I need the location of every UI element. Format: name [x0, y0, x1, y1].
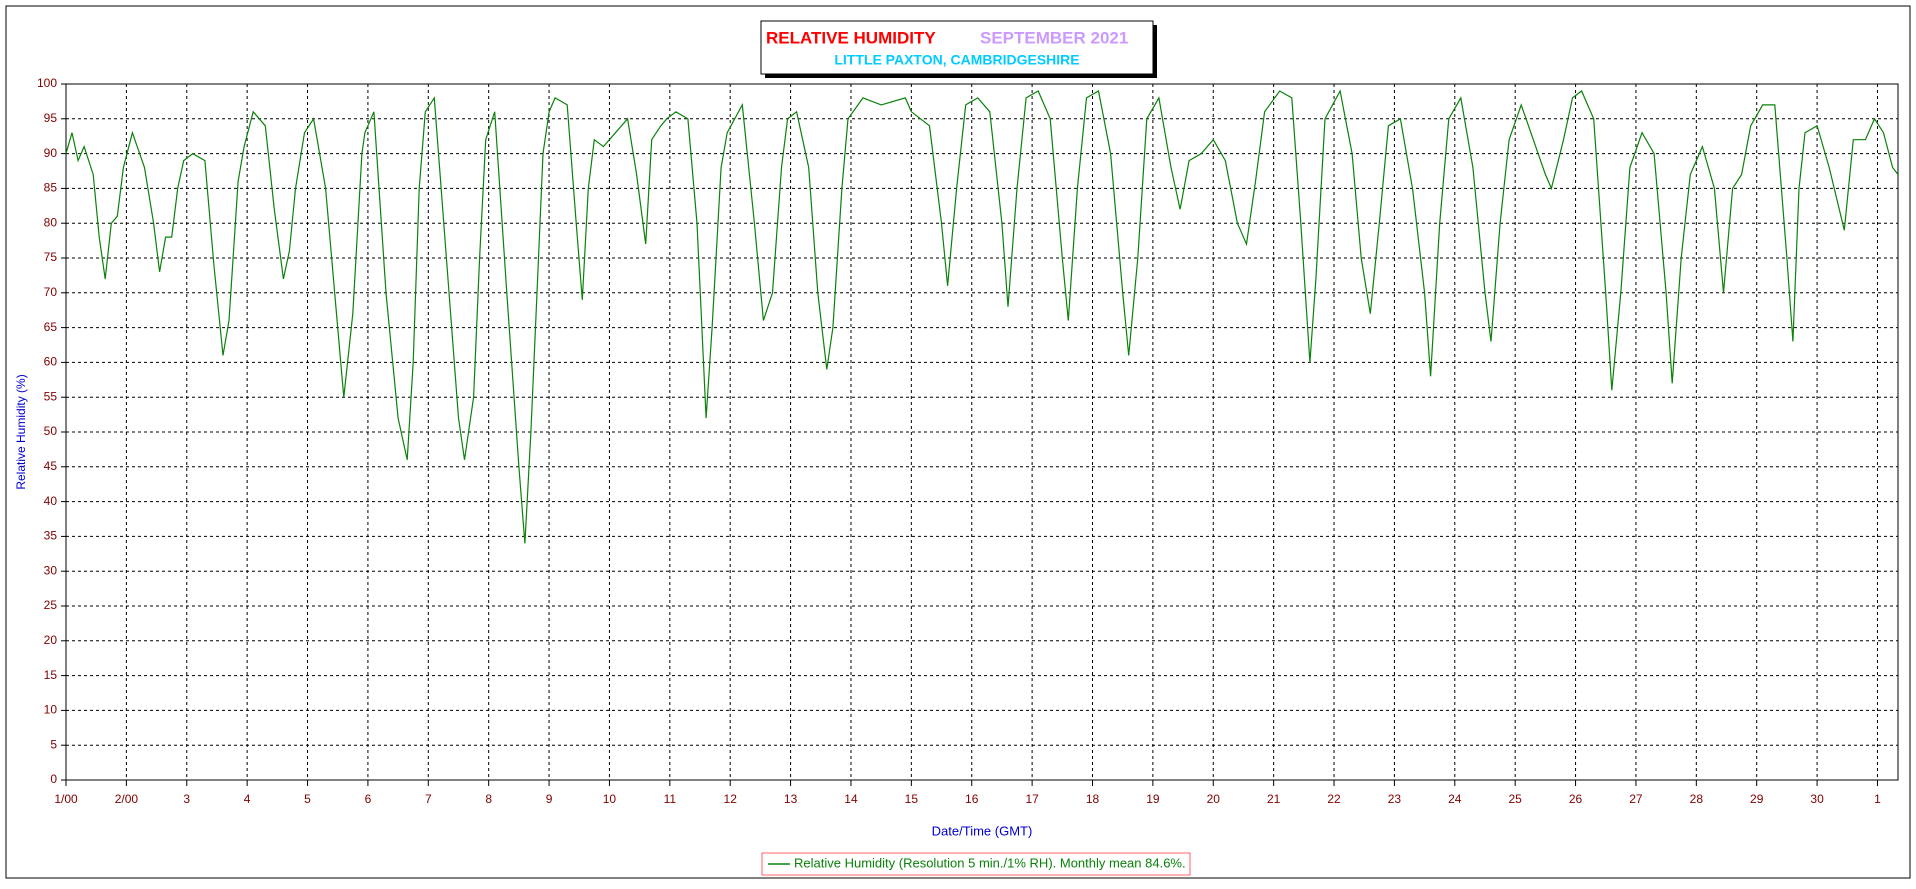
legend-box: [761, 852, 1191, 876]
x-tick-label: 26: [1569, 792, 1583, 806]
x-tick-label: 23: [1388, 792, 1402, 806]
y-tick-label: 30: [44, 563, 58, 577]
x-tick-label: 24: [1448, 792, 1462, 806]
y-tick-label: 45: [44, 459, 58, 473]
x-tick-label: 1: [1874, 792, 1881, 806]
data-line: [65, 89, 1899, 544]
x-tick-label: 11: [664, 792, 677, 806]
x-tick-label: 6: [365, 792, 372, 806]
x-tick-label: 16: [965, 792, 979, 806]
y-tick-label: 10: [44, 703, 58, 717]
y-tick-label: 80: [44, 215, 58, 229]
x-tick-label: 27: [1629, 792, 1643, 806]
y-tick-label: 100: [37, 76, 57, 90]
x-tick-label: 25: [1508, 792, 1522, 806]
x-tick-label: 7: [425, 792, 432, 806]
x-tick-label: 21: [1267, 792, 1281, 806]
x-tick-label: 30: [1810, 792, 1824, 806]
y-tick-label: 0: [50, 772, 57, 786]
x-tick-label: 20: [1207, 792, 1221, 806]
x-tick-label: 17: [1025, 792, 1039, 806]
y-tick-label: 90: [44, 146, 58, 160]
y-tick-label: 95: [44, 111, 58, 125]
x-tick-label: 29: [1750, 792, 1764, 806]
x-tick-label: 5: [304, 792, 311, 806]
x-tick-label: 1/00: [54, 792, 78, 806]
x-tick-label: 8: [485, 792, 492, 806]
x-tick-label: 19: [1146, 792, 1160, 806]
x-tick-label: 14: [844, 792, 858, 806]
y-tick-label: 20: [44, 633, 58, 647]
frame: [5, 5, 1911, 879]
y-tick-label: 15: [44, 668, 58, 682]
y-tick-label: 65: [44, 320, 58, 334]
y-tick-label: 35: [44, 529, 58, 543]
chart-title: RELATIVE HUMIDITY: [766, 28, 936, 47]
y-tick-label: 85: [44, 181, 58, 195]
x-tick-label: 3: [183, 792, 190, 806]
x-tick-label: 4: [244, 792, 251, 806]
y-tick-label: 50: [44, 424, 58, 438]
y-axis-label: Relative Humidity (%): [14, 374, 28, 489]
x-tick-label: 22: [1327, 792, 1341, 806]
x-tick-label: 28: [1690, 792, 1704, 806]
y-tick-label: 25: [44, 598, 58, 612]
y-tick-label: 70: [44, 285, 58, 299]
x-axis-label: Date/Time (GMT): [932, 823, 1033, 838]
y-tick-label: 60: [44, 355, 58, 369]
x-tick-label: 9: [546, 792, 553, 806]
y-tick-label: 5: [50, 737, 57, 751]
title-box: [760, 20, 1154, 75]
y-tick-label: 55: [44, 389, 58, 403]
chart-period: SEPTEMBER 2021: [980, 28, 1128, 47]
x-tick-label: 13: [784, 792, 798, 806]
legend-label: Relative Humidity (Resolution 5 min./1% …: [794, 855, 1186, 870]
x-tick-label: 2/00: [115, 792, 139, 806]
x-tick-label: 15: [905, 792, 919, 806]
x-tick-label: 10: [603, 792, 617, 806]
y-tick-label: 75: [44, 250, 58, 264]
plot-area: [65, 83, 1899, 781]
y-tick-label: 40: [44, 494, 58, 508]
x-tick-label: 12: [724, 792, 738, 806]
x-tick-label: 18: [1086, 792, 1100, 806]
chart-subtitle: LITTLE PAXTON, CAMBRIDGESHIRE: [834, 52, 1079, 68]
